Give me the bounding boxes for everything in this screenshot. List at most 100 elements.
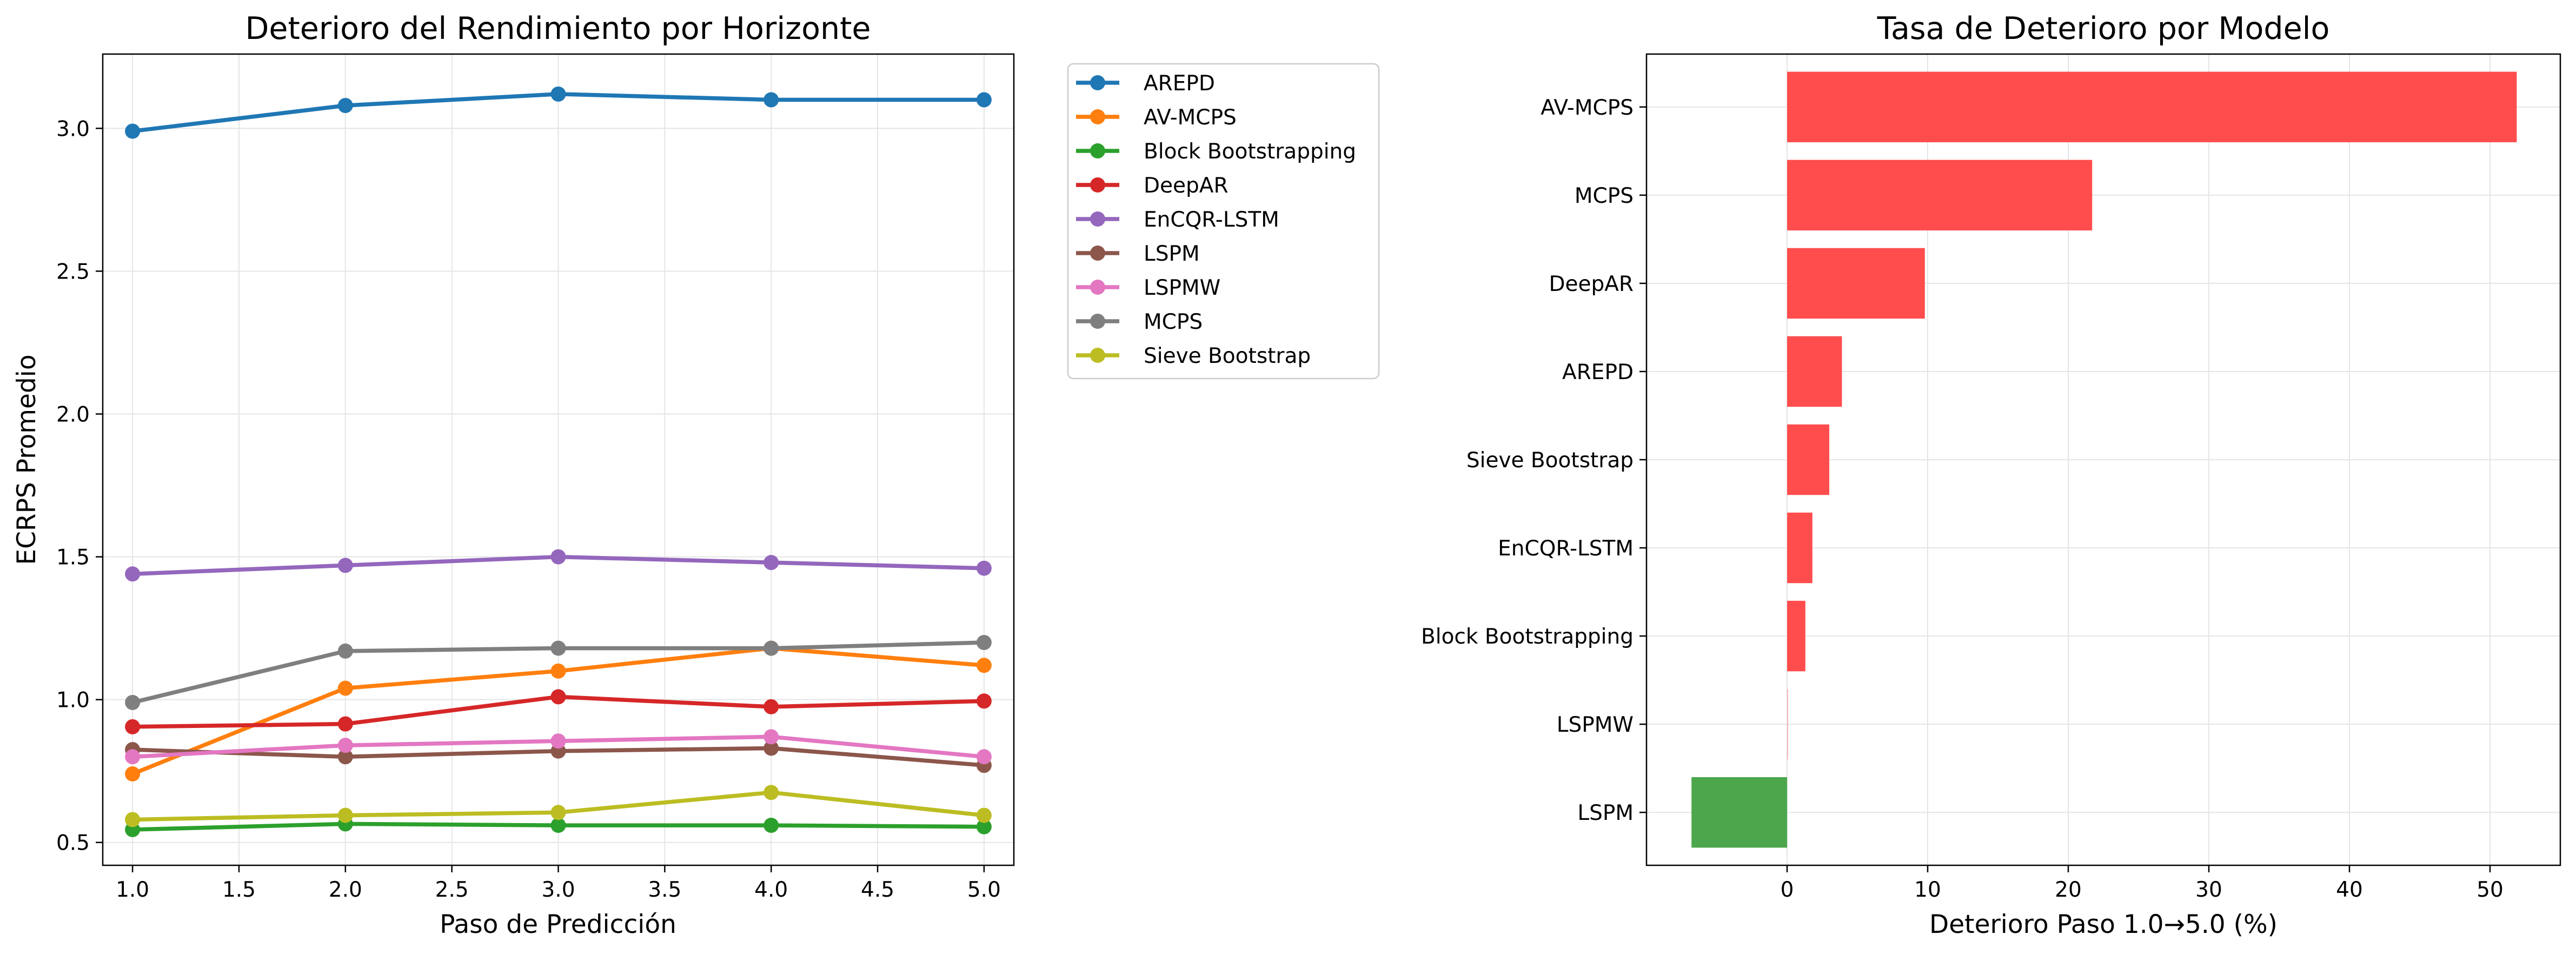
data-point bbox=[976, 807, 992, 823]
data-point bbox=[337, 558, 353, 573]
bar-chart-title: Tasa de Deterioro por Modelo bbox=[1877, 11, 2330, 47]
x-tick-label: 3.0 bbox=[541, 878, 575, 902]
legend-item: AREPD bbox=[1076, 71, 1215, 96]
x-tick-label: 4.0 bbox=[754, 878, 788, 902]
legend-swatch-marker bbox=[1090, 211, 1105, 227]
x-tick-label: 2.5 bbox=[435, 878, 469, 902]
legend-label: LSPMW bbox=[1144, 276, 1220, 300]
bar bbox=[1787, 600, 1805, 672]
legend-item: DeepAR bbox=[1076, 174, 1229, 198]
data-point bbox=[337, 716, 353, 732]
bar bbox=[1691, 777, 1787, 848]
series-sieve-bootstrap bbox=[125, 785, 992, 827]
bar-chart-bars bbox=[1691, 71, 2517, 848]
data-point bbox=[976, 693, 992, 709]
data-point bbox=[550, 640, 566, 656]
data-point bbox=[976, 819, 992, 834]
category-label: Sieve Bootstrap bbox=[1466, 448, 1634, 473]
legend-item: AV-MCPS bbox=[1076, 105, 1237, 130]
data-point bbox=[337, 749, 353, 765]
data-point bbox=[763, 785, 779, 800]
legend-item: EnCQR-LSTM bbox=[1076, 208, 1279, 232]
category-label: AREPD bbox=[1562, 360, 1634, 385]
data-point bbox=[337, 738, 353, 753]
x-tick-label: 2.0 bbox=[329, 878, 362, 902]
x-tick-label: 3.5 bbox=[648, 878, 681, 902]
x-tick-label: 20 bbox=[2055, 878, 2082, 902]
bar bbox=[1787, 336, 1842, 407]
legend-item: MCPS bbox=[1076, 310, 1203, 334]
legend-swatch-marker bbox=[1090, 177, 1105, 193]
y-tick-label: 3.0 bbox=[56, 117, 90, 141]
line-chart-ticks: 1.0 1.5 2.0 2.5 3.0 3.5 4.0 4.5 5.0 0.5 1.0 1.5 2.0 2… bbox=[56, 117, 1001, 902]
legend-item: Block Bootstrapping bbox=[1076, 140, 1356, 164]
data-point bbox=[125, 812, 141, 827]
series-encqr-lstm bbox=[125, 549, 992, 582]
legend-item: LSPMW bbox=[1076, 276, 1220, 300]
y-tick-label: 2.5 bbox=[56, 260, 90, 284]
x-tick-label: 1.5 bbox=[222, 878, 256, 902]
x-tick-label: 5.0 bbox=[967, 878, 1001, 902]
data-point bbox=[550, 549, 566, 565]
bar bbox=[1787, 71, 2517, 143]
category-label: EnCQR-LSTM bbox=[1498, 536, 1634, 561]
data-point bbox=[976, 560, 992, 576]
data-point bbox=[125, 566, 141, 582]
legend-label: AV-MCPS bbox=[1144, 105, 1237, 130]
data-point bbox=[125, 123, 141, 139]
category-label: AV-MCPS bbox=[1541, 96, 1634, 120]
series-block-bootstrapping bbox=[125, 816, 992, 837]
data-point bbox=[976, 749, 992, 765]
data-point bbox=[550, 86, 566, 102]
legend-item: LSPM bbox=[1076, 242, 1200, 266]
category-label: DeepAR bbox=[1549, 272, 1634, 296]
data-point bbox=[763, 740, 779, 756]
legend-label: DeepAR bbox=[1144, 174, 1229, 198]
data-point bbox=[976, 92, 992, 108]
data-point bbox=[976, 635, 992, 651]
legend-label: MCPS bbox=[1144, 310, 1203, 334]
y-tick-label: 1.5 bbox=[56, 546, 90, 570]
data-point bbox=[763, 640, 779, 656]
bar-chart: 0 10 20 30 40 50 AV-MCPS MCPS DeepAR AREPD Sieve B… bbox=[1421, 11, 2561, 939]
bar bbox=[1787, 160, 2093, 231]
x-tick-label: 0 bbox=[1781, 878, 1794, 902]
legend-swatch-marker bbox=[1090, 143, 1105, 158]
line-chart-y-axis-label: ECRPS Promedio bbox=[12, 354, 42, 565]
data-point bbox=[550, 805, 566, 820]
legend-label: AREPD bbox=[1144, 71, 1215, 96]
x-tick-label: 1.0 bbox=[116, 878, 149, 902]
bar bbox=[1787, 424, 1829, 495]
series-mcps bbox=[125, 635, 992, 710]
data-point bbox=[337, 680, 353, 696]
bar-chart-x-axis-label: Deterioro Paso 1.0→5.0 (%) bbox=[1929, 910, 2278, 939]
data-point bbox=[125, 766, 141, 781]
y-tick-label: 2.0 bbox=[56, 402, 90, 427]
line-chart-x-axis-label: Paso de Predicción bbox=[440, 910, 676, 939]
legend-item: Sieve Bootstrap bbox=[1076, 344, 1311, 368]
legend-swatch-marker bbox=[1090, 348, 1105, 363]
data-point bbox=[550, 818, 566, 833]
series-lspmw bbox=[125, 729, 992, 765]
data-point bbox=[976, 658, 992, 673]
category-label: LSPM bbox=[1577, 801, 1634, 825]
x-tick-label: 10 bbox=[1914, 878, 1941, 902]
legend-label: EnCQR-LSTM bbox=[1144, 208, 1279, 232]
category-label: Block Bootstrapping bbox=[1421, 625, 1634, 649]
x-tick-label: 4.5 bbox=[861, 878, 894, 902]
bar-chart-grid bbox=[1646, 54, 2560, 865]
data-point bbox=[337, 643, 353, 659]
data-point bbox=[337, 98, 353, 114]
legend-items: AREPD AV-MCPS Block Bootstrapping DeepAR EnC… bbox=[1076, 71, 1356, 368]
bar bbox=[1787, 248, 1925, 319]
x-tick-label: 30 bbox=[2195, 878, 2222, 902]
legend-label: Block Bootstrapping bbox=[1144, 140, 1356, 164]
data-point bbox=[763, 729, 779, 745]
data-point bbox=[763, 92, 779, 108]
data-point bbox=[125, 719, 141, 734]
data-point bbox=[763, 699, 779, 714]
series-deepar bbox=[125, 689, 992, 734]
data-point bbox=[125, 749, 141, 765]
line-chart-series bbox=[125, 86, 992, 837]
